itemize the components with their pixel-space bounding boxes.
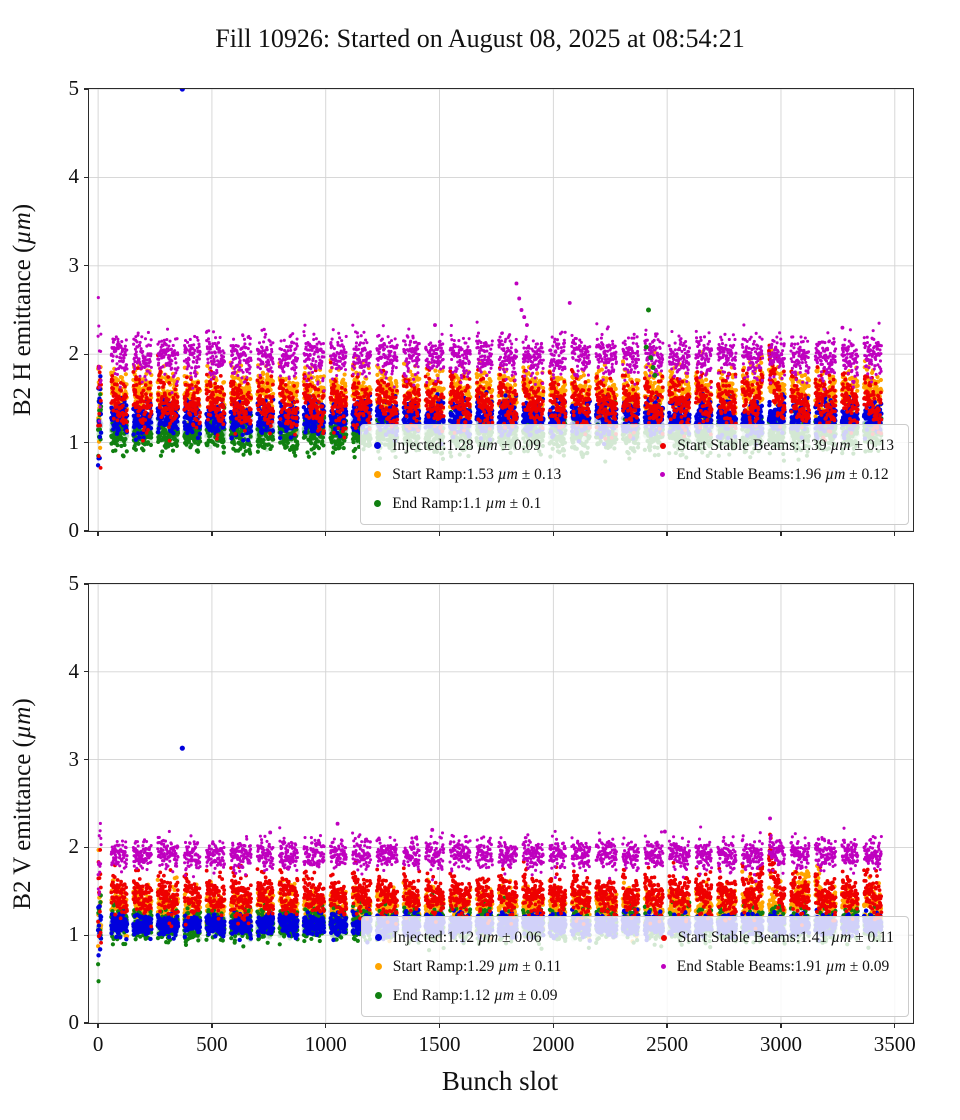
x-tick-mark xyxy=(666,531,668,536)
legend-label: End Ramp:1.1 µm ± 0.1 xyxy=(392,495,542,512)
legend-b2h: Injected:1.28 µm ± 0.09 Start Ramp:1.53 µ… xyxy=(360,424,909,525)
x-tick-mark xyxy=(780,1023,782,1028)
legend-item: Injected:1.28 µm ± 0.09 xyxy=(374,436,660,455)
y-tick-label: 4 xyxy=(68,658,80,683)
y-tick-mark xyxy=(84,88,89,90)
x-tick-mark xyxy=(894,1023,896,1028)
figure-title: Fill 10926: Started on August 08, 2025 a… xyxy=(215,24,745,53)
legend-marker-icon xyxy=(660,442,667,449)
legend-item: Start Ramp:1.29 µm ± 0.11 xyxy=(374,957,661,976)
x-tick-label: 3000 xyxy=(759,1032,802,1056)
legend-item: End Ramp:1.1 µm ± 0.1 xyxy=(374,494,660,513)
y-tick-mark xyxy=(84,530,89,532)
x-tick-label: 500 xyxy=(196,1032,228,1056)
legend-marker-icon xyxy=(374,442,382,449)
legend-item: Start Ramp:1.53 µm ± 0.13 xyxy=(374,465,660,484)
legend-marker-icon xyxy=(660,472,666,477)
y-tick-label: 3 xyxy=(68,746,80,771)
y-tick-label: 1 xyxy=(68,429,80,454)
y-tick-mark xyxy=(84,176,89,179)
y-tick-label: 2 xyxy=(68,834,80,859)
legend-label: End Stable Beams:1.96 µm ± 0.12 xyxy=(676,466,889,483)
legend-marker-icon xyxy=(660,964,666,969)
y-tick-mark xyxy=(84,846,89,849)
y-tick-mark xyxy=(84,583,89,585)
y-tick-mark xyxy=(84,441,89,444)
legend-marker-icon xyxy=(374,992,382,999)
legend-marker-icon xyxy=(374,963,382,970)
legend-item: End Ramp:1.12 µm ± 0.09 xyxy=(374,986,661,1005)
legend-item: Start Stable Beams:1.39 µm ± 0.13 xyxy=(660,436,894,455)
y-tick-label: 0 xyxy=(68,1010,80,1034)
x-axis-label: Bunch slot xyxy=(441,1066,559,1096)
x-tick-mark xyxy=(211,531,213,536)
legend-marker-icon xyxy=(660,934,667,941)
legend-label: End Ramp:1.12 µm ± 0.09 xyxy=(392,987,558,1004)
legend-b2v: Injected:1.12 µm ± 0.06 Start Ramp:1.29 µ… xyxy=(360,916,909,1017)
y-tick-label: 0 xyxy=(68,518,80,542)
x-tick-mark xyxy=(438,1023,441,1028)
plot-b2v-emittance: B2 V emittance (µm) Injected:1.12 µm ± 0… xyxy=(9,571,916,1056)
legend-label: Start Ramp:1.53 µm ± 0.13 xyxy=(392,466,562,483)
y-tick-mark xyxy=(84,265,89,267)
y-tick-mark xyxy=(84,671,89,673)
legend-item: Start Stable Beams:1.41 µm ± 0.11 xyxy=(660,928,894,947)
x-tick-mark xyxy=(97,531,99,536)
x-tick-label: 0 xyxy=(92,1032,104,1056)
y-tick-mark xyxy=(84,758,89,761)
legend-label: Injected:1.12 µm ± 0.06 xyxy=(392,929,542,946)
x-tick-label: 2500 xyxy=(646,1032,689,1056)
y-tick-mark xyxy=(84,353,89,355)
legend-label: Start Stable Beams:1.41 µm ± 0.11 xyxy=(677,929,894,946)
y-tick-label: 2 xyxy=(68,341,80,366)
legend-marker-icon xyxy=(374,500,382,507)
y-tick-label: 5 xyxy=(68,571,80,595)
x-tick-mark xyxy=(894,531,896,536)
x-tick-mark xyxy=(211,1023,213,1028)
y-tick-label: 5 xyxy=(68,76,80,100)
legend-label: Injected:1.28 µm ± 0.09 xyxy=(392,437,541,454)
y-axis-label-b2h: B2 H emittance (µm) xyxy=(9,203,36,417)
x-tick-mark xyxy=(552,531,555,536)
x-tick-mark xyxy=(666,1023,668,1028)
y-tick-label: 3 xyxy=(68,252,80,277)
x-tick-label: 3500 xyxy=(873,1032,916,1056)
x-tick-label: 1000 xyxy=(304,1032,347,1056)
legend-label: Start Ramp:1.29 µm ± 0.11 xyxy=(392,958,562,975)
legend-label: Start Stable Beams:1.39 µm ± 0.13 xyxy=(677,437,894,454)
x-tick-mark xyxy=(325,1023,327,1028)
y-tick-mark xyxy=(84,934,89,936)
legend-label: End Stable Beams:1.91 µm ± 0.09 xyxy=(676,958,890,975)
x-tick-mark xyxy=(97,1023,99,1028)
x-tick-mark xyxy=(438,531,441,536)
legend-marker-icon xyxy=(374,471,382,478)
x-tick-mark xyxy=(552,1023,555,1028)
plot-b2h-emittance: B2 H emittance (µm) Injected:1.28 µm ± 0… xyxy=(9,76,914,542)
y-axis-label-b2v: B2 V emittance (µm) xyxy=(9,697,36,910)
y-tick-mark xyxy=(84,1022,89,1024)
legend-marker-icon xyxy=(374,934,382,941)
legend-item: End Stable Beams:1.96 µm ± 0.12 xyxy=(660,465,894,484)
y-tick-label: 4 xyxy=(68,164,80,189)
x-tick-mark xyxy=(780,531,782,536)
x-tick-label: 2000 xyxy=(532,1032,575,1056)
legend-item: End Stable Beams:1.91 µm ± 0.09 xyxy=(660,957,894,976)
x-tick-mark xyxy=(325,531,327,536)
y-tick-label: 1 xyxy=(68,922,80,947)
legend-item: Injected:1.12 µm ± 0.06 xyxy=(374,928,661,947)
x-tick-label: 1500 xyxy=(418,1032,461,1056)
